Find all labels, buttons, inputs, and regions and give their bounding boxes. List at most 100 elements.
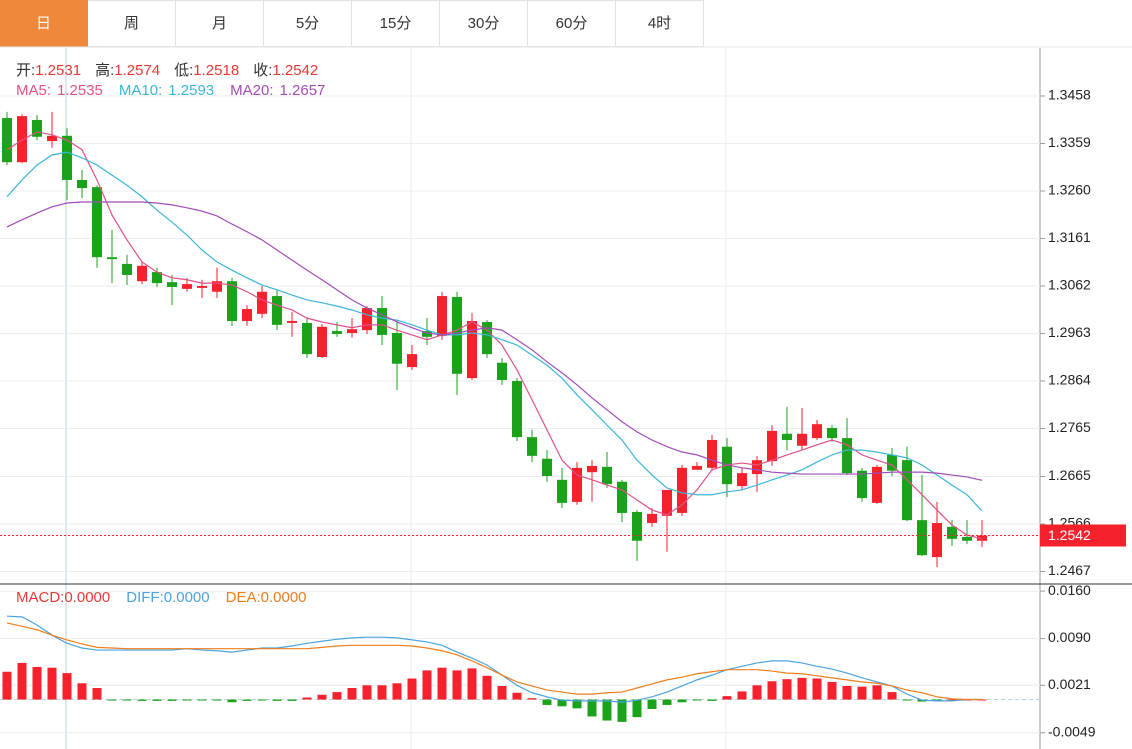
candle-body: [977, 535, 987, 541]
macd-bar: [617, 699, 627, 722]
candle-body: [902, 460, 912, 521]
y-tick-label: 1.3062: [1048, 277, 1091, 293]
macd-bar: [137, 699, 147, 701]
candle-body: [197, 285, 207, 288]
y-tick-label: 0.0021: [1048, 676, 1091, 692]
candle-body: [692, 465, 702, 470]
macd-bar: [407, 678, 417, 700]
ma-line: [6, 201, 983, 481]
legend-item: DIFF:0.0000: [126, 589, 209, 606]
macd-bar: [362, 685, 372, 700]
y-tick-label: 1.3260: [1048, 182, 1091, 198]
macd-bar: [77, 683, 87, 700]
candle-body: [317, 326, 327, 358]
ohlc-value: 1.2542: [272, 62, 319, 79]
candle-body: [962, 536, 972, 541]
macd-bar: [452, 670, 462, 700]
candle-body: [302, 322, 312, 355]
macd-bar: [182, 699, 192, 701]
macd-bar: [437, 667, 447, 700]
ohlc-label: 高:: [95, 62, 115, 79]
legend-name: MA20:: [230, 82, 274, 99]
macd-bar: [887, 692, 897, 700]
macd-bar: [272, 699, 282, 701]
candle-body: [242, 309, 252, 322]
macd-bar: [47, 667, 57, 700]
candle-body: [662, 489, 672, 516]
ohlc-label: 低:: [174, 62, 194, 79]
candle-body: [797, 433, 807, 446]
y-tick-label: 1.3359: [1048, 134, 1091, 150]
macd-bar: [242, 699, 252, 701]
candle-body: [707, 440, 717, 468]
candle-body: [932, 523, 942, 558]
ohlc-value: 1.2531: [35, 62, 82, 79]
macd-bar: [92, 688, 102, 700]
candle-body: [527, 437, 537, 456]
ma-line: [6, 151, 983, 512]
period-tab[interactable]: 月: [176, 0, 264, 47]
candle-body: [227, 281, 237, 322]
macd-bar: [422, 670, 432, 700]
macd-bar: [722, 696, 732, 700]
macd-bar: [932, 699, 942, 701]
candle-body: [827, 428, 837, 439]
macd-legend: MACD:0.0000 DIFF:0.0000 DEA:0.0000: [16, 589, 307, 606]
candle-body: [182, 284, 192, 289]
macd-bar: [677, 699, 687, 703]
candle-body: [47, 135, 57, 142]
y-tick-label: 1.2963: [1048, 324, 1091, 340]
candle-body: [737, 473, 747, 487]
candle-body: [122, 263, 132, 275]
period-tab[interactable]: 4时: [616, 0, 704, 47]
macd-bar: [197, 699, 207, 701]
period-tab[interactable]: 30分: [440, 0, 528, 47]
legend-value: 1.2593: [168, 82, 215, 99]
candle-body: [437, 296, 447, 336]
candle-body: [572, 467, 582, 502]
period-tab[interactable]: 周: [88, 0, 176, 47]
legend-item: MACD:0.0000: [16, 589, 110, 606]
candle-body: [887, 454, 897, 471]
y-tick-label: 1.2765: [1048, 419, 1091, 435]
candle-body: [167, 282, 177, 287]
legend-item: MA20: 1.2657: [230, 82, 325, 99]
candle-body: [677, 467, 687, 513]
ohlc-item: 开:1.2531: [16, 59, 81, 80]
candle-body: [257, 291, 267, 314]
macd-bar: [317, 694, 327, 700]
candle-body: [647, 513, 657, 524]
candle-body: [632, 511, 642, 541]
macd-bar: [527, 698, 537, 700]
macd-bar: [692, 699, 702, 701]
legend-item: MA10: 1.2593: [119, 82, 214, 99]
candle-body: [422, 331, 432, 337]
candle-body: [332, 331, 342, 334]
ma-line: [6, 131, 983, 540]
period-tab[interactable]: 15分: [352, 0, 440, 47]
macd-bar: [167, 699, 177, 701]
macd-bar: [587, 699, 597, 717]
macd-bar: [257, 699, 267, 701]
y-tick-label: 1.3161: [1048, 229, 1091, 245]
macd-bar: [767, 681, 777, 700]
price-tag: 1.2542: [1048, 527, 1091, 543]
macd-bar: [152, 699, 162, 701]
candle-body: [287, 321, 297, 323]
candle-body: [467, 321, 477, 379]
ohlc-item: 收:1.2542: [253, 59, 318, 80]
macd-bar: [872, 685, 882, 700]
candle-body: [947, 526, 957, 539]
period-tab[interactable]: 5分: [264, 0, 352, 47]
legend-name: DIFF:: [126, 589, 164, 606]
period-tab[interactable]: 日: [0, 0, 88, 47]
y-tick-label: 1.2864: [1048, 372, 1091, 388]
ohlc-value: 1.2518: [193, 62, 240, 79]
macd-bar: [62, 673, 72, 700]
candle-body: [542, 458, 552, 476]
macd-bar: [662, 699, 672, 705]
ohlc-legend: 开:1.2531 高:1.2574 低:1.2518 收:1.2542: [16, 59, 318, 80]
macd-bar: [227, 699, 237, 703]
candle-body: [137, 265, 147, 282]
candle-body: [272, 296, 282, 325]
